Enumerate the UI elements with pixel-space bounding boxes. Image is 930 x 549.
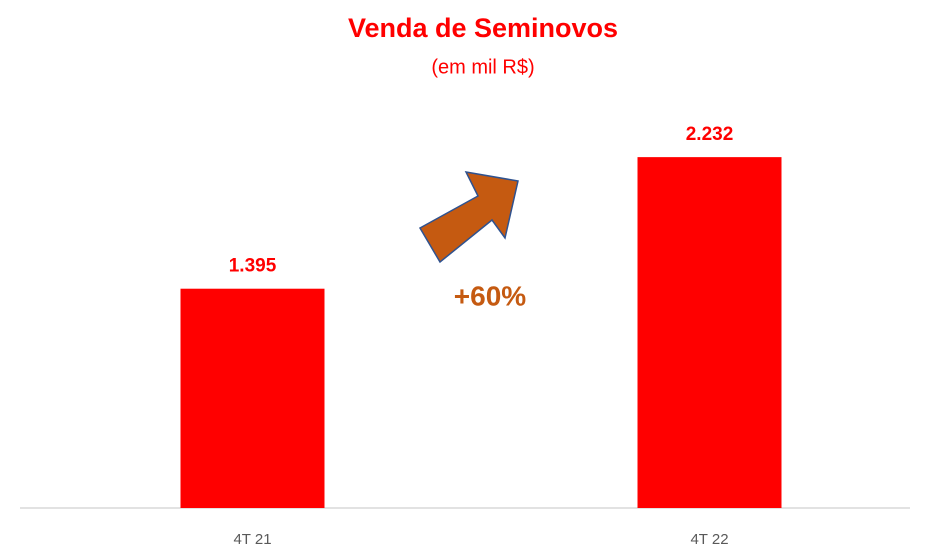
trend-arrow bbox=[418, 171, 519, 264]
data-label: 1.395 bbox=[229, 256, 277, 277]
growth-annotation: +60% bbox=[454, 280, 526, 311]
data-label: 2.232 bbox=[686, 124, 734, 145]
chart-title: Venda de Seminovos bbox=[348, 13, 618, 43]
bar bbox=[180, 288, 325, 508]
x-tick-label: 4T 22 bbox=[690, 531, 728, 548]
chart-subtitle: (em mil R$) bbox=[431, 56, 534, 78]
bar bbox=[637, 157, 782, 509]
x-tick-label: 4T 21 bbox=[233, 531, 271, 548]
